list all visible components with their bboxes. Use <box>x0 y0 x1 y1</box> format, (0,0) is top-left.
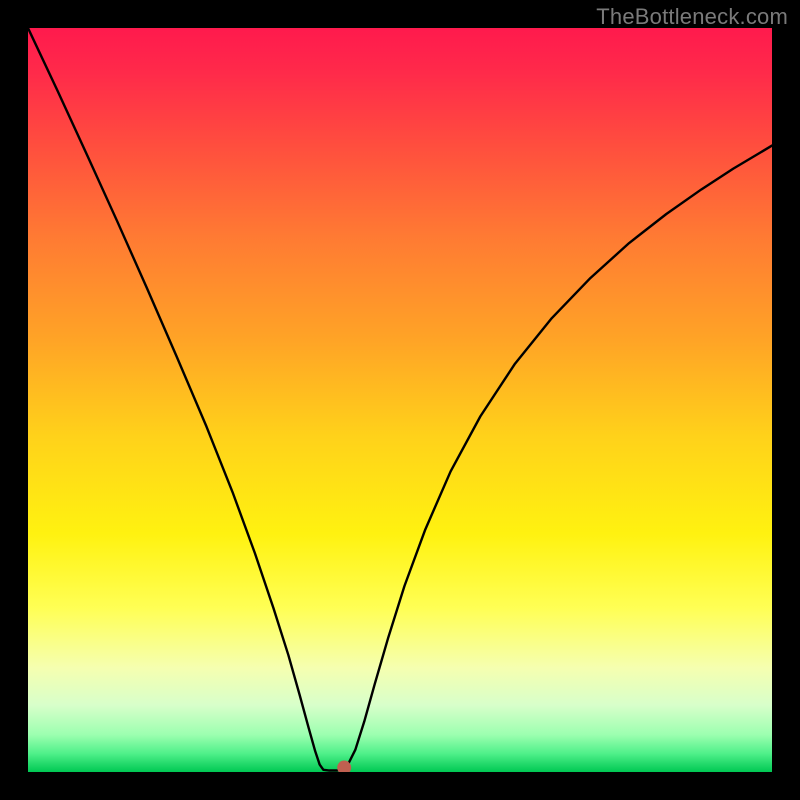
bottleneck-chart <box>28 28 772 772</box>
chart-frame: TheBottleneck.com <box>0 0 800 800</box>
watermark-text: TheBottleneck.com <box>596 4 788 30</box>
chart-background <box>28 28 772 772</box>
